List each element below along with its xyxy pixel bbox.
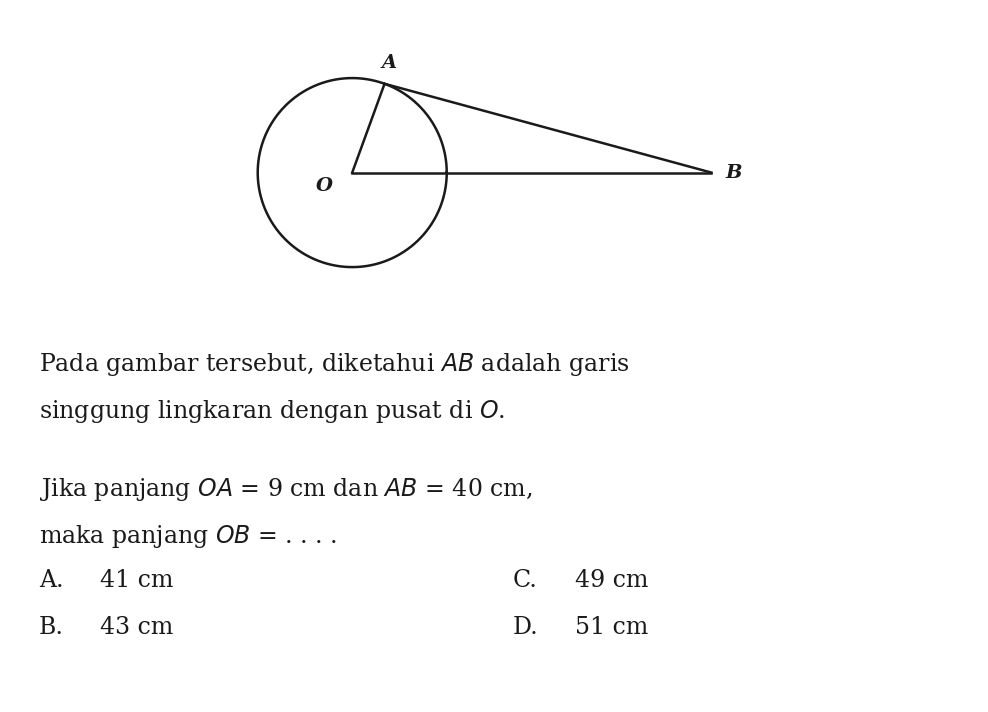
Text: C.: C. xyxy=(513,569,537,592)
Text: Jika panjang $OA$ = 9 cm dan $AB$ = 40 cm,: Jika panjang $OA$ = 9 cm dan $AB$ = 40 c… xyxy=(39,476,533,503)
Text: A: A xyxy=(381,54,397,73)
Text: B.: B. xyxy=(39,616,64,639)
Text: A.: A. xyxy=(39,569,63,592)
Text: 43 cm: 43 cm xyxy=(101,616,174,639)
Text: B: B xyxy=(725,164,742,182)
Text: singgung lingkaran dengan pusat di $O$.: singgung lingkaran dengan pusat di $O$. xyxy=(39,397,505,424)
Text: 41 cm: 41 cm xyxy=(101,569,174,592)
Text: Pada gambar tersebut, diketahui $AB$ adalah garis: Pada gambar tersebut, diketahui $AB$ ada… xyxy=(39,351,629,378)
Text: 49 cm: 49 cm xyxy=(575,569,648,592)
Text: O: O xyxy=(316,177,333,195)
Text: maka panjang $OB$ = . . . .: maka panjang $OB$ = . . . . xyxy=(39,523,337,550)
Text: D.: D. xyxy=(513,616,538,639)
Text: 51 cm: 51 cm xyxy=(575,616,648,639)
